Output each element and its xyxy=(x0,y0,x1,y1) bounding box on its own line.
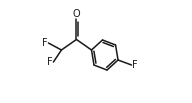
Text: F: F xyxy=(42,38,48,48)
Text: F: F xyxy=(132,60,138,70)
Text: F: F xyxy=(47,57,53,67)
Text: O: O xyxy=(73,9,80,19)
